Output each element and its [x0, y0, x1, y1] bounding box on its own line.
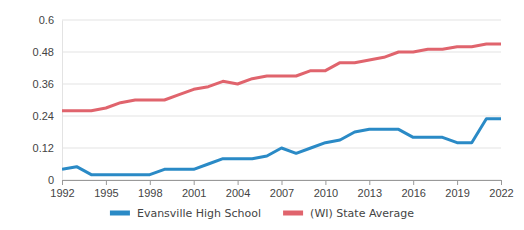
y-tick-label: 0.24: [33, 110, 54, 122]
y-tick-label: 0: [48, 174, 54, 186]
legend-swatch: [283, 211, 303, 216]
y-tick-label: 0.12: [33, 142, 54, 154]
x-tick-mark: [62, 180, 63, 185]
x-tick: 1992: [50, 180, 74, 199]
x-tick-label: 2010: [314, 187, 338, 199]
y-tick: 0.36: [33, 78, 62, 90]
x-tick-mark: [369, 180, 370, 185]
legend-item: Evansville High School: [110, 207, 261, 220]
x-tick-label: 2019: [445, 187, 469, 199]
legend: Evansville High School (WI) State Average: [110, 207, 414, 220]
grid-line: [62, 84, 501, 85]
x-tick: 1998: [138, 180, 162, 199]
x-tick-mark: [501, 180, 502, 185]
x-tick: 2001: [182, 180, 206, 199]
x-tick-mark: [238, 180, 239, 185]
x-tick: 2010: [314, 180, 338, 199]
x-tick: 2007: [270, 180, 294, 199]
y-tick: 0.24: [33, 110, 62, 122]
grid-line: [62, 20, 501, 21]
x-tick-mark: [457, 180, 458, 185]
x-tick-mark: [325, 180, 326, 185]
y-tick-label: 0.36: [33, 78, 54, 90]
grid: [62, 20, 501, 180]
x-tick: 1995: [94, 180, 118, 199]
legend-item: (WI) State Average: [283, 207, 414, 220]
x-tick-label: 2013: [358, 187, 382, 199]
x-tick-mark: [282, 180, 283, 185]
grid-line: [62, 116, 501, 117]
x-tick-label: 1992: [50, 187, 74, 199]
x-tick-mark: [413, 180, 414, 185]
x-tick: 2022: [489, 180, 513, 199]
x-tick-label: 2022: [489, 187, 513, 199]
y-tick-label: 0.6: [39, 14, 54, 26]
x-tick-mark: [106, 180, 107, 185]
y-tick: 0.12: [33, 142, 62, 154]
x-tick-label: 1998: [138, 187, 162, 199]
series-line: [62, 44, 501, 111]
x-tick-label: 1995: [94, 187, 118, 199]
x-tick: 2019: [445, 180, 469, 199]
x-axis: 1992 1995 1998 2001 2004 2007 2010 2013 2016 2019…: [50, 180, 513, 199]
x-tick-label: 2004: [226, 187, 250, 199]
x-tick-label: 2016: [401, 187, 425, 199]
x-tick: 2013: [358, 180, 382, 199]
grid-line: [62, 52, 501, 53]
y-tick: 0: [48, 174, 62, 186]
y-axis-line: [62, 21, 63, 181]
plot-area: [62, 44, 501, 175]
legend-label: (WI) State Average: [310, 207, 414, 220]
x-tick-mark: [150, 180, 151, 185]
legend-label: Evansville High School: [137, 207, 261, 220]
x-tick-label: 2001: [182, 187, 206, 199]
x-tick: 2016: [401, 180, 425, 199]
chart: 0 0.12 0.24 0.36 0.48 0.6 1992 1995 1998 2001 2004…: [0, 0, 524, 230]
x-tick-mark: [194, 180, 195, 185]
x-tick: 2004: [226, 180, 250, 199]
y-tick: 0.6: [39, 14, 62, 26]
series-line: [62, 119, 501, 175]
y-tick-label: 0.48: [33, 46, 54, 58]
y-tick: 0.48: [33, 46, 62, 58]
legend-swatch: [110, 211, 130, 216]
y-axis: 0 0.12 0.24 0.36 0.48 0.6: [33, 14, 63, 186]
x-tick-label: 2007: [270, 187, 294, 199]
